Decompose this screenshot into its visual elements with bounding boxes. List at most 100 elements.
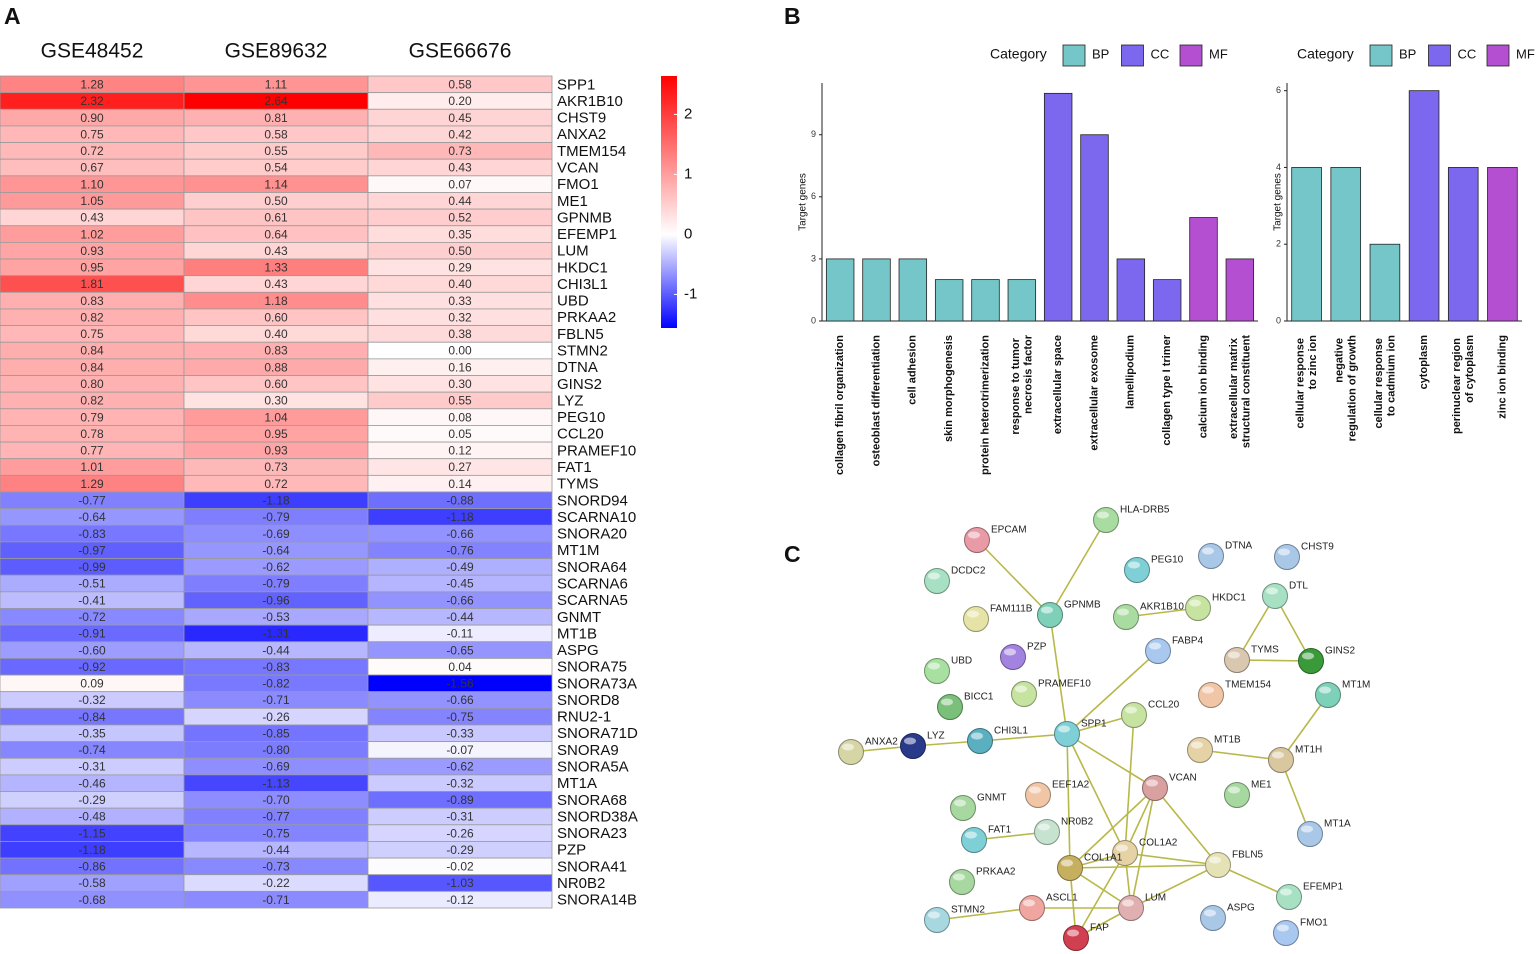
cell-label: 0.82 (80, 310, 104, 324)
row-label: SNORA68 (557, 792, 627, 809)
cell-label: 1.14 (264, 177, 288, 191)
network-edge (1066, 650, 1159, 735)
cell-label: -0.48 (78, 810, 106, 824)
row-label: TMEM154 (557, 143, 626, 160)
cell-label: -0.92 (78, 660, 106, 674)
network-node (1205, 852, 1231, 878)
row-label: VCAN (557, 159, 599, 176)
cell-label: 0.93 (264, 444, 288, 458)
node-highlight (954, 799, 966, 807)
node-label: FAM111B (990, 604, 1033, 615)
cell-label: -0.74 (78, 743, 106, 757)
cell-label: -0.97 (78, 543, 106, 557)
y-tick-label: 6 (811, 191, 816, 201)
network-node (1200, 905, 1226, 931)
cell-label: 0.43 (80, 211, 104, 225)
cell-label: 0.14 (448, 477, 472, 491)
node-highlight (1266, 587, 1278, 595)
row-label: PZP (557, 842, 586, 859)
legend-swatch (1179, 44, 1203, 67)
row-label: SNORA41 (557, 858, 627, 875)
cell-label: -0.41 (78, 593, 106, 607)
node-highlight (1209, 856, 1221, 864)
cell-label: -0.46 (78, 776, 106, 790)
row-label: FAT1 (557, 459, 592, 476)
bar (1189, 217, 1218, 322)
node-label: SPP1 (1081, 719, 1107, 730)
network-edge (1049, 614, 1068, 735)
network-node (961, 827, 987, 853)
network-edge (1069, 787, 1156, 869)
cell-label: 0.79 (80, 410, 104, 424)
node-label: LYZ (927, 731, 945, 742)
node-label: PRAMEF10 (1038, 679, 1091, 690)
node-label: LUM (1145, 893, 1166, 904)
cell-label: -0.12 (446, 893, 474, 907)
legend-label: CC (1458, 46, 1477, 61)
legend-swatch (1121, 44, 1144, 67)
network-node (1063, 925, 1089, 951)
node-highlight (928, 662, 940, 670)
node-highlight (953, 873, 965, 881)
cell-label: -0.51 (78, 577, 106, 591)
cell-label: -0.88 (446, 493, 474, 507)
network-node (1054, 721, 1080, 747)
cell-label: 0.84 (80, 344, 104, 358)
y-tick-label: 6 (1276, 85, 1281, 95)
network-node (1113, 604, 1139, 630)
cell-label: 0.07 (448, 177, 472, 191)
cell-label: 0.44 (448, 194, 472, 208)
legend-swatch (1428, 44, 1451, 67)
network-edge (1066, 733, 1156, 789)
cell-label: -0.53 (262, 610, 290, 624)
cell-label: 1.02 (80, 227, 104, 241)
node-label: EFEMP1 (1303, 882, 1343, 893)
legend-label: MF (1516, 46, 1535, 61)
node-highlight (1116, 844, 1128, 852)
cell-label: 0.67 (80, 161, 104, 175)
cell-label: 0.00 (448, 344, 472, 358)
colorbar (661, 76, 677, 328)
node-highlight (842, 743, 854, 751)
panel-label: B (784, 3, 801, 29)
network-node (950, 795, 976, 821)
row-label: GPNMB (557, 209, 612, 226)
node-highlight (1202, 686, 1214, 694)
node-label: AKR1B10 (1140, 602, 1184, 613)
bar (1225, 258, 1255, 322)
x-tick-label: collagen type I trimer (1161, 334, 1173, 445)
node-highlight (1041, 606, 1053, 614)
network-node (1037, 602, 1063, 628)
colorbar-tick-label: 2 (684, 105, 692, 122)
node-highlight (1097, 511, 1109, 519)
network-node (937, 694, 963, 720)
row-label: SNORA73A (557, 675, 637, 692)
x-tick-label: extracellular matrix structural constitu… (1228, 335, 1253, 448)
bar (1116, 258, 1146, 322)
cell-label: -0.85 (262, 726, 290, 740)
cell-label: -0.22 (262, 876, 290, 890)
cell-label: 2.32 (80, 94, 104, 108)
cell-label: -1.18 (446, 510, 474, 524)
network-node (1276, 884, 1302, 910)
row-label: LUM (557, 243, 589, 260)
cell-label: -0.86 (78, 860, 106, 874)
network-edge (1075, 852, 1126, 939)
node-highlight (1277, 924, 1289, 932)
node-highlight (1058, 725, 1070, 733)
cell-label: 0.88 (264, 360, 288, 374)
row-label: CCL20 (557, 426, 604, 443)
y-axis-label: Target genes (1273, 173, 1284, 231)
legend-label: MF (1209, 46, 1228, 61)
cell-label: 0.30 (264, 394, 288, 408)
node-label: NR0B2 (1061, 817, 1094, 828)
cell-label: 0.43 (264, 244, 288, 258)
cell-label: -0.99 (78, 560, 106, 574)
row-label: MT1B (557, 625, 597, 642)
cell-label: 0.05 (448, 427, 472, 441)
node-highlight (1128, 561, 1140, 569)
cell-label: 1.05 (80, 194, 104, 208)
cell-label: 0.83 (264, 344, 288, 358)
node-highlight (1149, 642, 1161, 650)
row-label: MT1A (557, 775, 597, 792)
